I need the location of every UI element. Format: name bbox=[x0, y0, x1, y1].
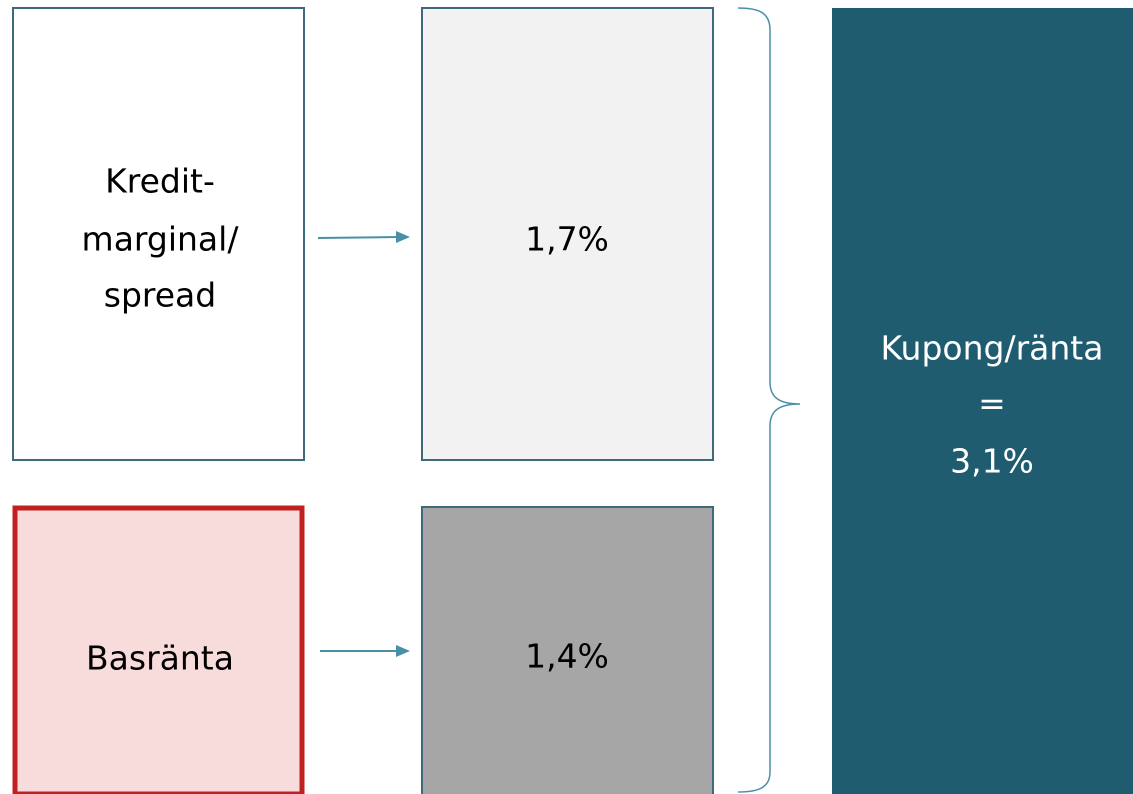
node-label: Kupong/ränta bbox=[881, 329, 1104, 368]
node-label: spread bbox=[104, 276, 216, 315]
node-label: = bbox=[978, 384, 1006, 423]
node-label: Kredit- bbox=[105, 162, 215, 201]
node-label: marginal/ bbox=[82, 220, 240, 259]
node-label: 1,7% bbox=[525, 220, 609, 259]
arrow-head bbox=[396, 231, 410, 243]
arrows bbox=[317, 231, 410, 657]
base-rate-value-box bbox=[421, 506, 714, 794]
spread-box bbox=[12, 7, 305, 461]
base-rate-box bbox=[12, 505, 305, 794]
arrow-head bbox=[396, 645, 410, 657]
coupon-box bbox=[832, 8, 1133, 794]
brace bbox=[737, 7, 801, 793]
node-label: Basränta bbox=[86, 639, 234, 678]
spread-value-box bbox=[421, 7, 714, 461]
node-label: 3,1% bbox=[950, 442, 1034, 481]
arrow-line bbox=[317, 236, 399, 239]
node-label: 1,4% bbox=[525, 637, 609, 676]
